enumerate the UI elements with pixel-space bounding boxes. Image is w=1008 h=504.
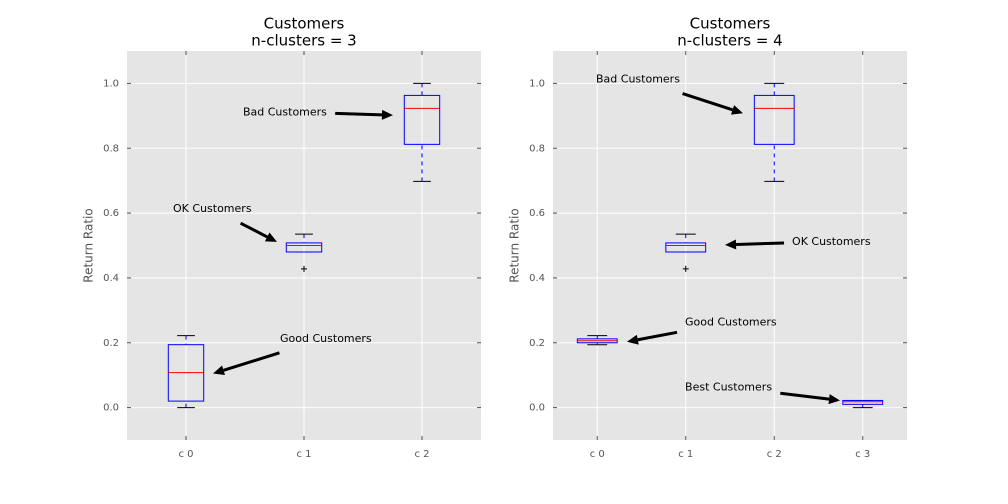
y-tick-label: 1.0 — [529, 78, 545, 89]
y-tick-label: 0.8 — [103, 143, 119, 154]
y-tick-label: 0.4 — [529, 273, 545, 284]
box — [842, 399, 884, 405]
x-tick-label: c 3 — [855, 449, 870, 460]
annotation-text: OK Customers — [792, 235, 871, 248]
box — [403, 94, 441, 145]
arrow-head — [626, 334, 639, 345]
y-axis-label: Return Ratio — [508, 208, 522, 282]
y-tick-label: 0.0 — [103, 403, 119, 414]
annotation-arrow — [626, 330, 678, 345]
x-tick-label: c 2 — [767, 449, 782, 460]
y-tick-label: 0.8 — [529, 143, 545, 154]
box — [753, 94, 795, 145]
arrow-head — [213, 365, 226, 376]
annotation-text: Good Customers — [685, 316, 777, 329]
annotation-arrow — [682, 92, 744, 115]
arrow-head — [828, 394, 841, 405]
annotation-arrow — [335, 109, 393, 120]
annotation-text: Bad Customers — [596, 73, 680, 86]
y-axis-label: Return Ratio — [82, 208, 96, 282]
annotation-arrow — [239, 221, 277, 242]
annotation-text: Bad Customers — [243, 105, 327, 118]
chart-title: Customers — [264, 15, 345, 33]
x-tick-label: c 0 — [178, 449, 193, 460]
arrow-head — [731, 105, 744, 115]
y-tick-label: 0.4 — [103, 273, 119, 284]
annotation-arrow — [213, 351, 280, 376]
annotation-text: Best Customers — [685, 380, 772, 393]
box — [665, 242, 707, 253]
annotation-arrow — [725, 239, 785, 250]
y-tick-label: 1.0 — [103, 78, 119, 89]
x-tick-label: c 2 — [414, 449, 429, 460]
y-tick-label: 0.6 — [103, 208, 119, 219]
annotation-text: OK Customers — [173, 202, 252, 215]
x-tick-label: c 1 — [296, 449, 311, 460]
arrow-shaft — [239, 221, 268, 239]
annotation-arrow — [780, 391, 841, 405]
y-tick-label: 0.6 — [529, 208, 545, 219]
arrow-shaft — [223, 351, 280, 372]
annotation-text: Good Customers — [280, 332, 372, 345]
y-tick-label: 0.2 — [529, 338, 545, 349]
flier — [682, 265, 689, 272]
flier — [301, 265, 307, 272]
chart-subtitle: n-clusters = 4 — [677, 32, 782, 50]
x-tick-label: c 0 — [590, 449, 605, 460]
y-tick-label: 0.0 — [529, 403, 545, 414]
y-tick-label: 0.2 — [103, 338, 119, 349]
arrow-shaft — [780, 391, 830, 401]
chart-title: Customers — [690, 15, 771, 33]
arrow-head — [381, 109, 393, 120]
arrow-shaft — [682, 92, 734, 112]
arrow-head — [264, 232, 277, 242]
box — [285, 242, 323, 253]
chart-subtitle: n-clusters = 3 — [251, 32, 356, 50]
arrow-shaft — [735, 241, 785, 246]
arrow-shaft — [335, 111, 383, 117]
arrow-head — [725, 239, 737, 250]
x-tick-label: c 1 — [678, 449, 693, 460]
arrow-shaft — [637, 330, 678, 342]
